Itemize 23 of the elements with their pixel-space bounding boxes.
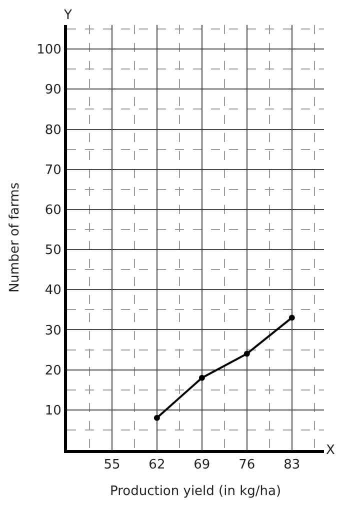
y-axis-title: Number of farms xyxy=(8,182,23,293)
y-tick-label: 90 xyxy=(44,82,62,98)
y-tick-label: 70 xyxy=(44,162,62,178)
text: Y xyxy=(63,8,72,23)
y-tick-label: 10 xyxy=(44,403,62,418)
y-tick-label: 50 xyxy=(44,243,62,258)
text: X xyxy=(326,443,335,458)
y-tick-label: 80 xyxy=(44,122,62,138)
x-tick-label: 62 xyxy=(148,458,166,473)
point xyxy=(154,414,160,421)
y-tick-label: 20 xyxy=(44,363,62,378)
y-tick-label: 30 xyxy=(44,323,62,338)
y-tick-label: 60 xyxy=(44,202,62,218)
x-tick-label: 69 xyxy=(194,458,210,473)
point xyxy=(288,314,295,321)
y-tick-label: 100 xyxy=(36,42,62,58)
x-tick-label: 76 xyxy=(238,458,256,473)
x-axis-title: Production yield (in kg/ha) xyxy=(110,484,282,500)
x-tick-label: 83 xyxy=(284,458,300,473)
point xyxy=(244,350,250,357)
point xyxy=(198,374,205,381)
x-tick-label: 55 xyxy=(104,458,120,473)
y-tick-label: 40 xyxy=(44,283,62,298)
